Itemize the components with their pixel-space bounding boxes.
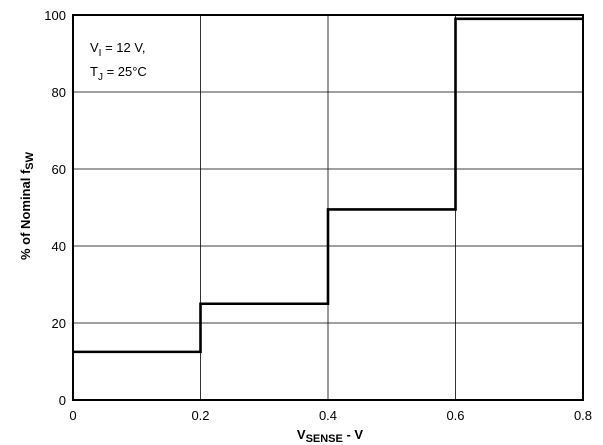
annotation-tj: TJ = 25°C [90,64,147,83]
x-tick-label: 0.2 [191,408,209,423]
annotation-vi: VI = 12 V, [90,40,145,59]
y-tick-labels: 0 20 40 60 80 100 [44,8,66,408]
y-tick-label: 100 [44,8,66,23]
y-tick-label: 0 [59,393,66,408]
series-line-frequency [73,17,583,354]
x-axis-label: VSENSE - V [297,427,364,445]
grid-lines [72,14,584,401]
plot-frame [72,14,584,401]
x-tick-label: 0.6 [446,408,464,423]
y-tick-label: 40 [52,239,66,254]
y-tick-label: 20 [52,316,66,331]
y-tick-label: 60 [52,162,66,177]
x-tick-label: 0 [69,408,76,423]
x-tick-label: 0.8 [574,408,592,423]
y-tick-label: 80 [52,85,66,100]
x-tick-labels: 0 0.2 0.4 0.6 0.8 [69,408,592,423]
x-tick-label: 0.4 [319,408,337,423]
y-axis-label: % of Nominal fSW [18,151,36,260]
